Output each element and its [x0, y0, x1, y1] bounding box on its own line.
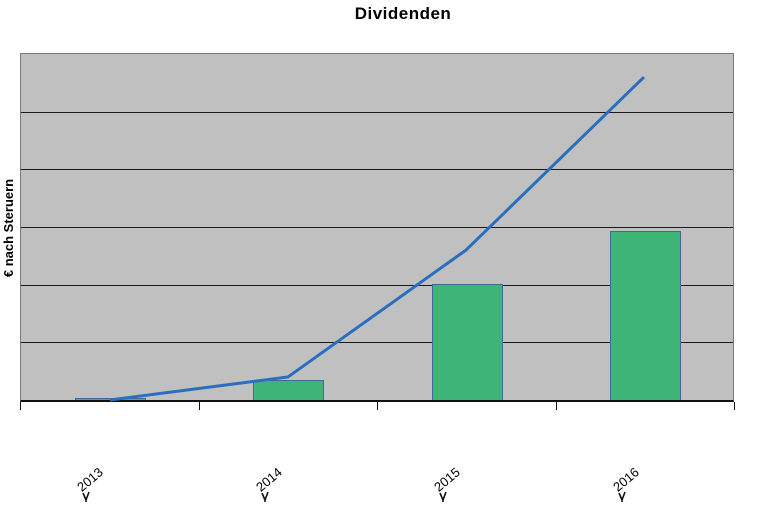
- cutoff-glyph: [618, 490, 627, 502]
- chart-title: Dividenden: [354, 4, 452, 23]
- plot-area: [20, 53, 734, 402]
- x-axis-tick: [20, 402, 21, 410]
- gridline: [21, 227, 733, 228]
- cutoff-glyph: [82, 490, 91, 502]
- x-axis-tick: [198, 402, 200, 410]
- bar-2016: [610, 231, 682, 400]
- gridline: [21, 342, 733, 344]
- gridline: [21, 169, 733, 171]
- x-axis-tick: [377, 402, 378, 410]
- gridline: [21, 284, 733, 286]
- cutoff-glyph: [261, 490, 270, 502]
- gridline: [21, 111, 733, 113]
- bar-2015: [431, 283, 503, 400]
- y-axis-title: € nach Steruern: [1, 178, 16, 278]
- line-series: [109, 76, 646, 402]
- x-axis-tick: [555, 402, 557, 410]
- trend-line: [109, 76, 646, 402]
- x-axis-tick: [734, 402, 735, 410]
- cutoff-glyph: [439, 490, 448, 502]
- bar-2014: [253, 379, 325, 400]
